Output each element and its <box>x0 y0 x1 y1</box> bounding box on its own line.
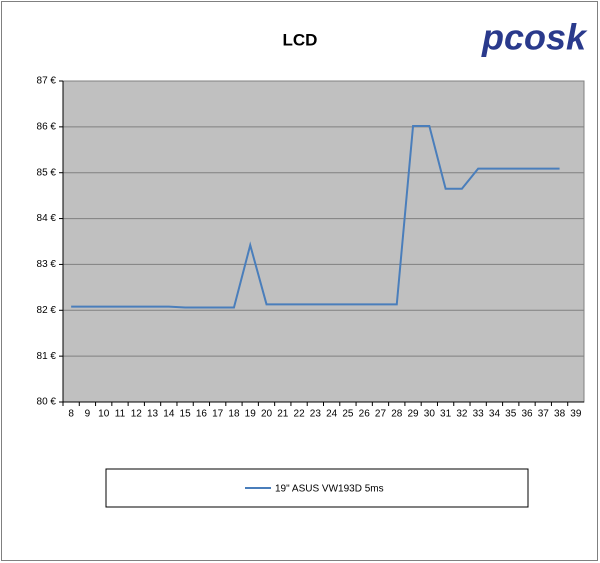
y-tick-label: 87 € <box>37 76 57 87</box>
x-tick-label: 34 <box>489 409 501 420</box>
x-tick-label: 9 <box>85 409 91 420</box>
x-tick-label: 13 <box>147 409 159 420</box>
logo: pcosk <box>481 17 588 58</box>
x-tick-label: 8 <box>68 409 74 420</box>
y-tick-label: 85 € <box>37 167 57 178</box>
x-tick-label: 23 <box>310 409 322 420</box>
x-tick-label: 21 <box>277 409 289 420</box>
x-tick-label: 25 <box>342 409 354 420</box>
x-tick-label: 33 <box>473 409 485 420</box>
x-tick-label: 12 <box>131 409 143 420</box>
x-tick-label: 30 <box>424 409 436 420</box>
x-tick-label: 32 <box>456 409 468 420</box>
plot-area <box>62 80 585 403</box>
x-tick-label: 19 <box>245 409 257 420</box>
series-line <box>71 124 560 309</box>
x-tick-label: 29 <box>407 409 419 420</box>
y-tick-label: 84 € <box>37 213 57 224</box>
y-tick-label: 83 € <box>37 259 57 270</box>
x-tick-label: 14 <box>163 409 175 420</box>
legend-label: 19" ASUS VW193D 5ms <box>275 484 384 495</box>
x-tick-label: 22 <box>294 409 306 420</box>
x-tick-label: 20 <box>261 409 273 420</box>
x-tick-label: 39 <box>570 409 582 420</box>
y-tick-label: 80 € <box>37 397 57 408</box>
y-tick-label: 86 € <box>37 121 57 132</box>
x-tick-label: 35 <box>505 409 517 420</box>
x-tick-label: 10 <box>98 409 110 420</box>
x-tick-label: 37 <box>538 409 550 420</box>
y-tick-label: 82 € <box>37 305 57 316</box>
x-tick-label: 15 <box>180 409 192 420</box>
x-tick-label: 24 <box>326 409 338 420</box>
y-tick-label: 81 € <box>37 351 57 362</box>
x-tick-label: 28 <box>391 409 403 420</box>
legend <box>105 468 529 508</box>
x-tick-label: 36 <box>521 409 533 420</box>
x-tick-label: 38 <box>554 409 566 420</box>
chart-title: LCD <box>283 30 318 49</box>
x-tick-label: 31 <box>440 409 452 420</box>
x-tick-label: 17 <box>212 409 224 420</box>
x-tick-label: 26 <box>359 409 371 420</box>
x-tick-label: 18 <box>228 409 240 420</box>
x-tick-label: 11 <box>115 409 126 420</box>
x-tick-label: 16 <box>196 409 208 420</box>
x-tick-label: 27 <box>375 409 387 420</box>
